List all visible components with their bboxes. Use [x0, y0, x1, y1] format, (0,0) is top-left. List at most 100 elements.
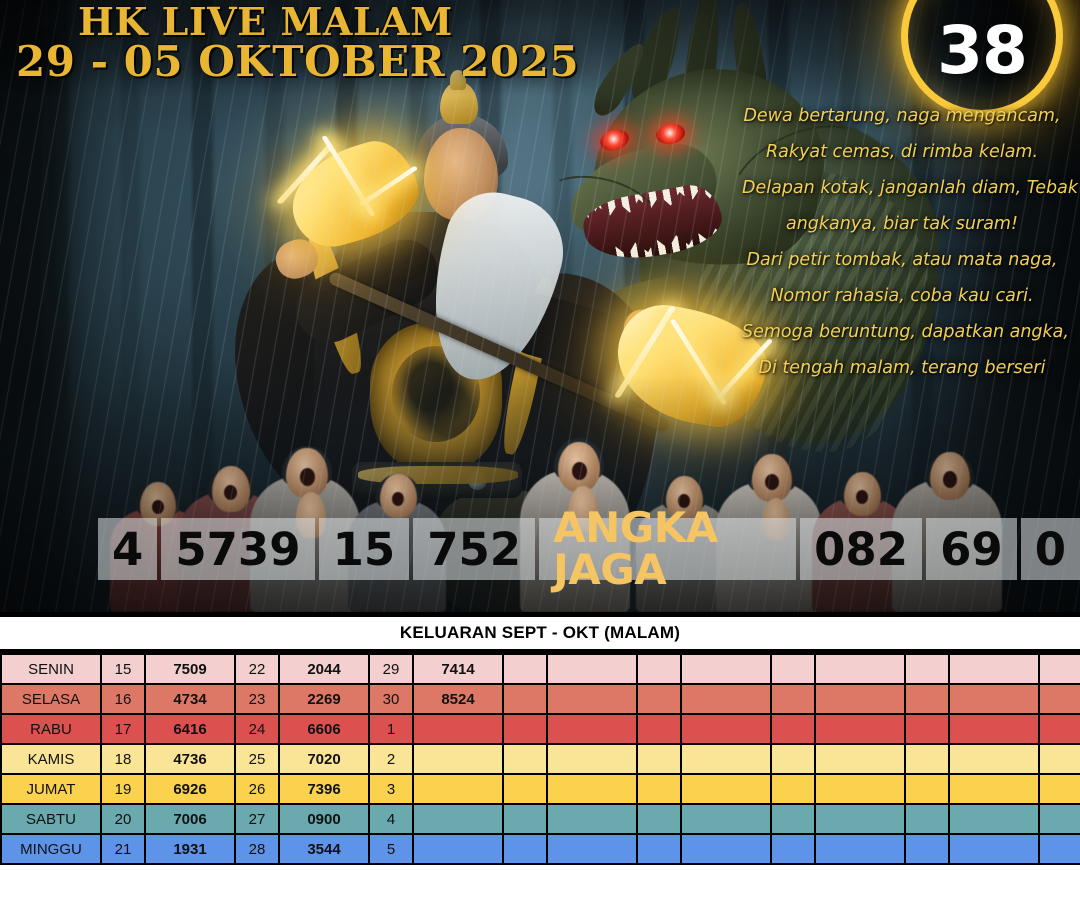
table-cell-number: 7396 — [278, 773, 370, 805]
table-cell-date — [904, 683, 950, 715]
poem-line: angkanya, biar tak suram! — [785, 214, 1018, 234]
table-cell-date — [636, 743, 682, 775]
table-cell-date — [904, 833, 950, 865]
table-cell-date — [502, 683, 548, 715]
table-cell-date — [636, 803, 682, 835]
table-cell-date — [636, 653, 682, 685]
table-cell-date — [1038, 683, 1080, 715]
table-cell-number: 0900 — [278, 803, 370, 835]
table-cell-date — [904, 773, 950, 805]
number-cell: 752 — [413, 518, 536, 580]
table-cell-number — [680, 713, 772, 745]
table-cell-date — [1038, 833, 1080, 865]
table-cell-date: 26 — [234, 773, 280, 805]
table-cell-date — [502, 833, 548, 865]
table-cell-date — [770, 833, 816, 865]
table-cell-number: 6416 — [144, 713, 236, 745]
table-cell-number — [680, 653, 772, 685]
table-cell-number — [814, 833, 906, 865]
table-cell-date — [636, 683, 682, 715]
number-cell: 5739 — [161, 518, 315, 580]
table-title: KELUARAN SEPT - OKT (MALAM) — [0, 617, 1080, 653]
hero-banner: HK LIVE MALAM 29 - 05 OKTOBER 2025 38 De… — [0, 0, 1080, 612]
number-cell: 69 — [926, 518, 1017, 580]
table-cell-date — [502, 743, 548, 775]
table-cell-date: 2 — [368, 743, 414, 775]
table-cell-day: MINGGU — [0, 833, 102, 865]
table-cell-number: 7509 — [144, 653, 236, 685]
table-cell-date: 27 — [234, 803, 280, 835]
table-cell-date: 4 — [368, 803, 414, 835]
poem-block: Dewa bertarung, naga mengancam, Rakyat c… — [742, 98, 1078, 386]
table-cell-date — [904, 653, 950, 685]
table-cell-number: 8524 — [412, 683, 504, 715]
table-cell-number — [546, 653, 638, 685]
table-cell-number — [412, 773, 504, 805]
table-row: SABTU 20 7006 27 0900 4 — [0, 803, 1080, 835]
table-cell-date — [502, 713, 548, 745]
table-cell-number — [546, 773, 638, 805]
page-title-line2: 29 - 05 OKTOBER 2025 — [16, 36, 580, 86]
table-cell-number — [948, 683, 1040, 715]
table-cell-number — [412, 713, 504, 745]
poem-line: Di tengah malam, terang berseri — [758, 358, 1046, 378]
poem-line: Delapan kotak, janganlah diam, Tebak — [742, 178, 1078, 198]
table-cell-date — [770, 743, 816, 775]
table-cell-day: SENIN — [0, 653, 102, 685]
table-cell-date — [770, 713, 816, 745]
table-row: SELASA 16 4734 23 2269 30 8524 — [0, 683, 1080, 715]
table-cell-number: 1931 — [144, 833, 236, 865]
table-cell-number: 2044 — [278, 653, 370, 685]
table-cell-number — [680, 773, 772, 805]
table-cell-date — [636, 833, 682, 865]
results-table-section: KELUARAN SEPT - OKT (MALAM) SENIN 15 7509 2… — [0, 612, 1080, 900]
poem-line: Nomor rahasia, coba kau cari. — [770, 286, 1034, 306]
table-cell-date: 15 — [100, 653, 146, 685]
table-cell-date — [502, 773, 548, 805]
table-row: JUMAT 19 6926 26 7396 3 — [0, 773, 1080, 805]
table-cell-number — [412, 803, 504, 835]
table-cell-number: 4736 — [144, 743, 236, 775]
table-cell-number: 7006 — [144, 803, 236, 835]
table-cell-date: 25 — [234, 743, 280, 775]
table-cell-number — [814, 803, 906, 835]
table-cell-date: 29 — [368, 653, 414, 685]
table-cell-number — [546, 683, 638, 715]
table-cell-date: 5 — [368, 833, 414, 865]
table-cell-number — [546, 803, 638, 835]
table-cell-date — [904, 743, 950, 775]
number-cell: 15 — [318, 518, 410, 580]
table-cell-number — [680, 833, 772, 865]
table-cell-date: 23 — [234, 683, 280, 715]
table-cell-date — [770, 683, 816, 715]
vignette-overlay — [0, 0, 1080, 612]
table-row: RABU 17 6416 24 6606 1 — [0, 713, 1080, 745]
table-cell-number — [814, 743, 906, 775]
poem-line: Dewa bertarung, naga mengancam, — [743, 106, 1061, 126]
table-cell-date: 24 — [234, 713, 280, 745]
table-cell-number: 4734 — [144, 683, 236, 715]
table-cell-day: JUMAT — [0, 773, 102, 805]
table-cell-number: 6926 — [144, 773, 236, 805]
results-table: SENIN 15 7509 22 2044 29 7414 SELASA 16 4734 23 226… — [0, 653, 1080, 865]
page-title-line1: HK LIVE MALAM — [78, 0, 453, 44]
table-cell-number — [680, 683, 772, 715]
table-cell-number: 7020 — [278, 743, 370, 775]
table-row: KAMIS 18 4736 25 7020 2 — [0, 743, 1080, 775]
table-cell-date: 17 — [100, 713, 146, 745]
number-cell: 0 — [1020, 518, 1080, 580]
table-cell-number — [948, 713, 1040, 745]
table-cell-date — [636, 773, 682, 805]
table-cell-day: KAMIS — [0, 743, 102, 775]
table-cell-number: 2269 — [278, 683, 370, 715]
table-cell-number — [546, 743, 638, 775]
table-cell-day: SABTU — [0, 803, 102, 835]
table-cell-number — [948, 803, 1040, 835]
table-row: MINGGU 21 1931 28 3544 5 — [0, 833, 1080, 865]
table-cell-date — [904, 713, 950, 745]
table-cell-number — [546, 713, 638, 745]
table-cell-date: 3 — [368, 773, 414, 805]
number-cell: 4 — [98, 518, 158, 580]
table-cell-date — [770, 773, 816, 805]
